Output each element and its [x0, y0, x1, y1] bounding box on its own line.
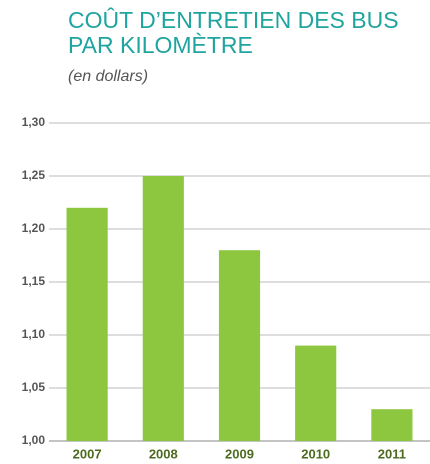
y-tick-label: 1,05	[22, 380, 46, 394]
x-tick-label: 2009	[225, 446, 254, 461]
x-tick-label: 2010	[301, 446, 330, 461]
y-tick-label: 1,25	[22, 168, 46, 182]
bar	[218, 250, 261, 441]
bar	[295, 345, 337, 441]
bar	[142, 176, 184, 441]
bar	[371, 409, 413, 441]
y-tick-label: 1,30	[22, 115, 46, 129]
x-tick-label: 2011	[378, 446, 406, 461]
x-tick-label: 2008	[149, 446, 178, 461]
chart-subtitle: (en dollars)	[68, 68, 148, 85]
chart-title: PAR KILOMÈTRE	[68, 32, 253, 58]
y-tick-label: 1,20	[22, 221, 46, 235]
y-tick-label: 1,10	[22, 327, 46, 341]
y-tick-label: 1,15	[22, 274, 46, 288]
bar	[66, 207, 108, 441]
x-tick-label: 2007	[73, 446, 102, 461]
chart-title: COÛT D’ENTRETIEN DES BUS	[68, 6, 399, 33]
y-tick-label: 1,00	[22, 433, 46, 447]
